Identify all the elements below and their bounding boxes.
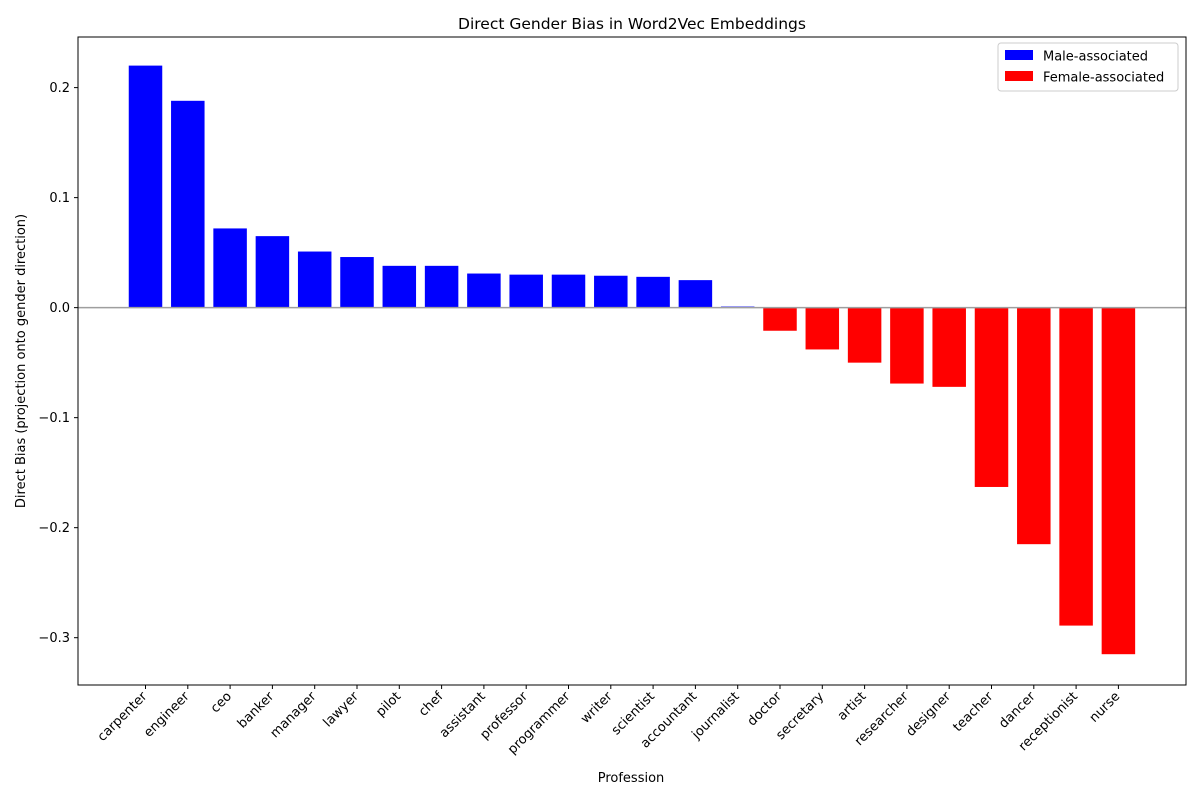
x-tick-label: engineer xyxy=(141,689,193,741)
bar-writer xyxy=(594,275,628,308)
x-tick-label: nurse xyxy=(1087,689,1123,725)
bar-secretary xyxy=(805,307,840,350)
bar-professor xyxy=(509,274,543,308)
x-tick-label: ceo xyxy=(208,689,235,716)
chart-title: Direct Gender Bias in Word2Vec Embedding… xyxy=(458,15,806,33)
y-tick-label: −0.1 xyxy=(38,411,70,426)
bar-carpenter xyxy=(128,65,163,308)
legend-label-female: Female-associated xyxy=(1043,71,1164,86)
bar-manager xyxy=(297,251,332,308)
x-tick-label: artist xyxy=(835,689,870,724)
bar-teacher xyxy=(974,307,1009,487)
x-tick-label: doctor xyxy=(745,689,786,730)
bar-chef xyxy=(424,265,459,308)
y-axis: 0.2 0.1 0.0 −0.1 −0.2 −0.3 xyxy=(38,81,78,646)
bar-ceo xyxy=(213,228,247,308)
bar-pilot xyxy=(382,265,417,308)
legend-swatch-male xyxy=(1005,50,1033,60)
x-tick-label: writer xyxy=(578,689,616,727)
bar-banker xyxy=(255,236,290,308)
legend-label-male: Male-associated xyxy=(1043,50,1148,65)
bar-assistant xyxy=(467,273,501,308)
bar-lawyer xyxy=(340,257,374,308)
x-tick-label: chef xyxy=(416,689,447,720)
bar-accountant xyxy=(678,280,713,308)
y-tick-label: 0.1 xyxy=(49,191,70,206)
x-tick-label: manager xyxy=(268,689,320,741)
bar-programmer xyxy=(551,274,586,308)
x-tick-label: banker xyxy=(235,689,278,732)
bar-doctor xyxy=(763,307,797,331)
x-tick-label: carpenter xyxy=(95,689,151,745)
x-tick-label: pilot xyxy=(373,689,404,720)
x-tick-label: designer xyxy=(903,689,954,740)
bar-designer xyxy=(932,307,966,387)
y-tick-label: 0.2 xyxy=(49,81,70,96)
y-tick-label: −0.2 xyxy=(38,521,70,536)
x-tick-label: lawyer xyxy=(321,689,363,731)
bar-engineer xyxy=(171,100,205,308)
bars-group xyxy=(128,65,1136,655)
legend-frame xyxy=(997,42,1179,92)
x-tick-label: teacher xyxy=(951,689,997,735)
legend: Male-associated Female-associated xyxy=(997,42,1179,92)
y-tick-label: −0.3 xyxy=(38,631,70,646)
plot-frame xyxy=(77,36,1187,686)
bar-artist xyxy=(847,307,882,363)
bar-nurse xyxy=(1101,307,1136,655)
bar-dancer xyxy=(1017,307,1051,545)
x-axis-label: Profession xyxy=(598,771,665,786)
bar-scientist xyxy=(636,276,670,308)
legend-swatch-female xyxy=(1005,71,1033,81)
x-tick-label: dancer xyxy=(996,689,1039,732)
bar-receptionist xyxy=(1059,307,1093,626)
bar-researcher xyxy=(890,307,924,384)
y-axis-label: Direct Bias (projection onto gender dire… xyxy=(14,214,29,508)
y-tick-label: 0.0 xyxy=(49,301,70,316)
